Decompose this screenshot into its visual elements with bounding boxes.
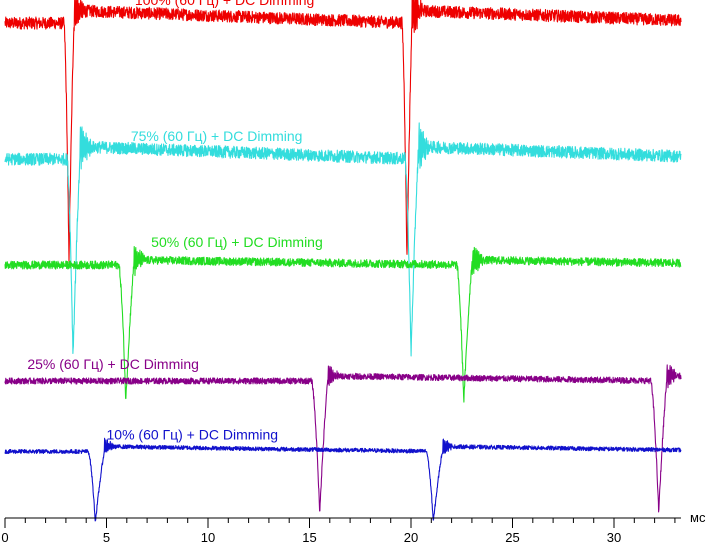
series-label-1: 100% (60 Гц) + DC Dimming: [135, 0, 314, 8]
x-tick-label: 30: [607, 530, 621, 545]
x-axis-unit-label: мс: [690, 510, 706, 525]
x-tick-label: 10: [201, 530, 215, 545]
series-label-layer: 100% (60 Гц) + DC Dimming 75% (60 Гц) + D…: [27, 0, 322, 443]
x-tick-label: 0: [1, 530, 8, 545]
series-label-5: 10% (60 Гц) + DC Dimming: [107, 427, 279, 443]
x-tick-label: 15: [302, 530, 316, 545]
series-line-3: [4, 246, 682, 403]
series-label-2: 75% (60 Гц) + DC Dimming: [131, 128, 303, 144]
series-label-4: 25% (60 Гц) + DC Dimming: [27, 356, 199, 372]
series-line-5: [4, 437, 682, 522]
series-line-1: [4, 0, 682, 264]
x-axis-ticks: 0 5 10 15 20 25 30: [1, 518, 676, 545]
x-axis: 0 5 10 15 20 25 30 мс: [1, 510, 706, 545]
x-tick-label: 25: [505, 530, 519, 545]
series-line-4: [4, 364, 682, 513]
series-layer: [4, 0, 682, 522]
series-label-3: 50% (60 Гц) + DC Dimming: [151, 234, 323, 250]
x-tick-label: 5: [103, 530, 110, 545]
series-line-2: [4, 122, 682, 357]
x-tick-label: 20: [404, 530, 418, 545]
